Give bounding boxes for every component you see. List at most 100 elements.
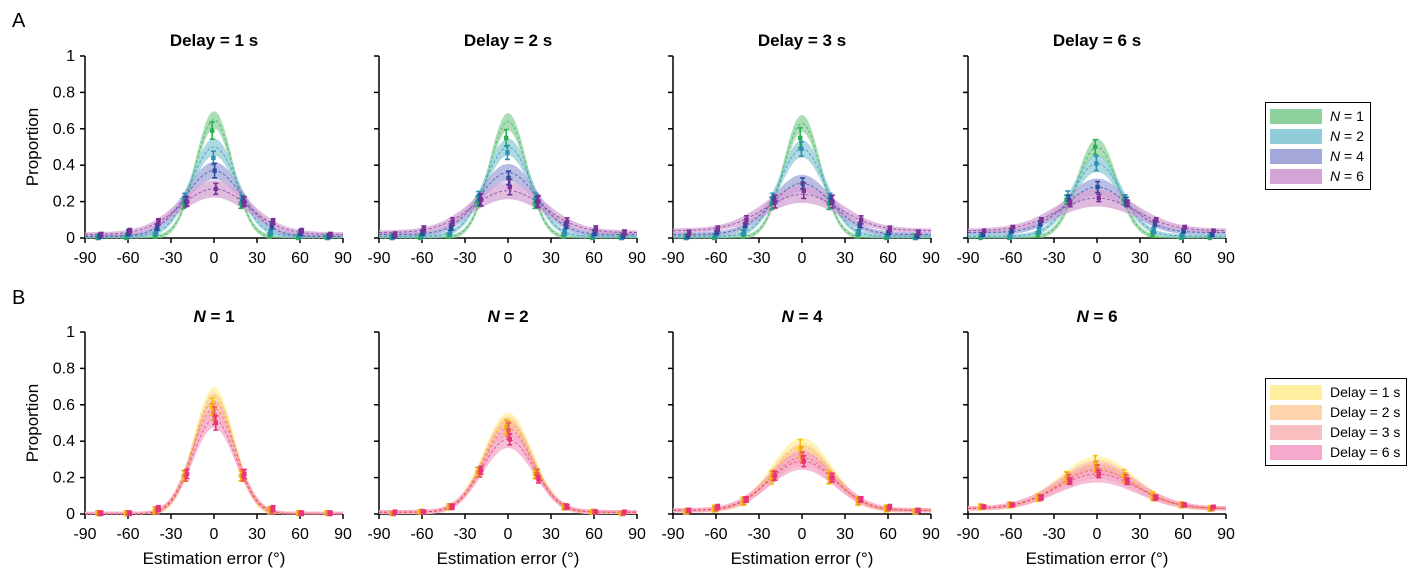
data-point xyxy=(535,471,540,477)
legend-label: N = 6 xyxy=(1330,168,1364,184)
x-tick-label: 60 xyxy=(879,526,897,543)
data-point xyxy=(743,223,748,228)
x-tick-label: -90 xyxy=(367,250,390,267)
data-point xyxy=(713,233,718,239)
data-point xyxy=(564,219,570,224)
legend-entry: N = 2 xyxy=(1270,126,1364,146)
data-point xyxy=(1153,495,1159,500)
y-tick-label: 0.4 xyxy=(53,433,75,450)
data-point xyxy=(212,168,217,173)
data-point xyxy=(447,230,453,235)
data-point xyxy=(98,511,104,517)
x-tick-label: 30 xyxy=(542,250,560,267)
data-point xyxy=(830,475,835,480)
x-tick-label: -90 xyxy=(73,250,96,267)
data-point xyxy=(242,199,247,204)
x-tick-label: 90 xyxy=(1217,250,1235,267)
legend-label-text: Delay = 2 s xyxy=(1330,404,1401,420)
chart-title-var: N xyxy=(193,307,206,326)
data-point xyxy=(1182,502,1187,508)
data-point xyxy=(561,233,566,239)
model-curve xyxy=(379,438,637,513)
data-point xyxy=(887,226,892,232)
data-point xyxy=(446,233,452,239)
data-point xyxy=(1180,233,1185,239)
data-point xyxy=(562,230,567,235)
chart-title: N = 1 xyxy=(193,307,234,326)
model-band xyxy=(85,180,343,237)
y-tick-label: 0 xyxy=(66,506,75,523)
data-point xyxy=(1064,197,1069,202)
chart-panel: -90 -60 -30 0 30 60 90 Delay = 6 s xyxy=(956,31,1235,267)
data-point xyxy=(421,509,426,515)
x-tick-label: -30 xyxy=(747,250,770,267)
x-tick-label: -30 xyxy=(747,526,770,543)
legend-label: N = 1 xyxy=(1330,108,1364,124)
data-point xyxy=(858,497,864,502)
model-band xyxy=(968,189,1226,233)
x-tick-label: 60 xyxy=(585,526,603,543)
x-tick-label: -90 xyxy=(661,250,684,267)
x-tick-label: -30 xyxy=(1042,526,1065,543)
data-point xyxy=(211,155,216,161)
y-tick-label: 0 xyxy=(66,230,75,247)
data-point xyxy=(981,504,987,509)
data-point xyxy=(476,193,481,199)
x-tick-label: 90 xyxy=(922,250,940,267)
data-point xyxy=(211,409,216,415)
x-tick-label: 30 xyxy=(248,526,266,543)
legend-swatch xyxy=(1270,128,1322,144)
data-point xyxy=(478,468,484,473)
legend-label-var: N xyxy=(1330,108,1341,124)
data-point xyxy=(830,199,835,204)
data-point xyxy=(801,188,806,193)
data-point xyxy=(450,504,455,509)
data-point xyxy=(1096,195,1101,201)
data-point xyxy=(744,497,749,502)
data-point xyxy=(1093,144,1098,150)
legend-label-var: N xyxy=(1330,148,1341,164)
data-point xyxy=(885,233,890,239)
data-point xyxy=(1151,228,1156,233)
data-point xyxy=(800,455,805,460)
chart-title-text: Delay = 3 s xyxy=(758,31,846,50)
data-point xyxy=(772,199,778,204)
data-point xyxy=(181,201,186,206)
legend-entry: Delay = 1 s xyxy=(1270,382,1400,402)
x-tick-label: 0 xyxy=(1093,250,1102,267)
legend-label: N = 4 xyxy=(1330,148,1364,164)
chart-panel: -90 -60 -30 0 30 60 90 Delay = 2 s xyxy=(367,31,646,267)
data-point xyxy=(533,195,539,201)
x-tick-label: 30 xyxy=(836,526,854,543)
data-point xyxy=(210,128,215,133)
chart-title-text: = 4 xyxy=(794,307,823,326)
data-point xyxy=(1038,221,1043,226)
x-tick-label: 0 xyxy=(1093,526,1102,543)
legend-swatch xyxy=(1270,168,1322,184)
data-point xyxy=(715,226,720,232)
data-point xyxy=(421,226,426,232)
data-point xyxy=(449,224,454,230)
data-point xyxy=(1153,217,1159,222)
data-point xyxy=(507,184,512,190)
data-point xyxy=(213,420,218,426)
x-tick-label: 60 xyxy=(1174,526,1192,543)
chart-title-var: N xyxy=(781,307,794,326)
model-band xyxy=(379,182,637,235)
chart-title: Delay = 1 s xyxy=(170,31,258,50)
legend-swatch xyxy=(1270,148,1322,164)
x-tick-label: 0 xyxy=(210,526,219,543)
model-band xyxy=(673,452,931,513)
data-point xyxy=(799,451,804,457)
chart-panel: -90 -60 -30 0 30 60 90 N = 6 Estimation error (°… xyxy=(956,307,1235,568)
data-point xyxy=(593,226,598,232)
x-tick-label: 0 xyxy=(504,250,513,267)
data-point xyxy=(127,228,132,233)
data-point xyxy=(1182,224,1187,230)
x-tick-label: -60 xyxy=(999,526,1022,543)
data-point xyxy=(1067,479,1073,484)
y-tick-label: 0.4 xyxy=(53,157,75,174)
y-axis-label: Proportion xyxy=(23,108,42,186)
chart-title: Delay = 2 s xyxy=(464,31,552,50)
